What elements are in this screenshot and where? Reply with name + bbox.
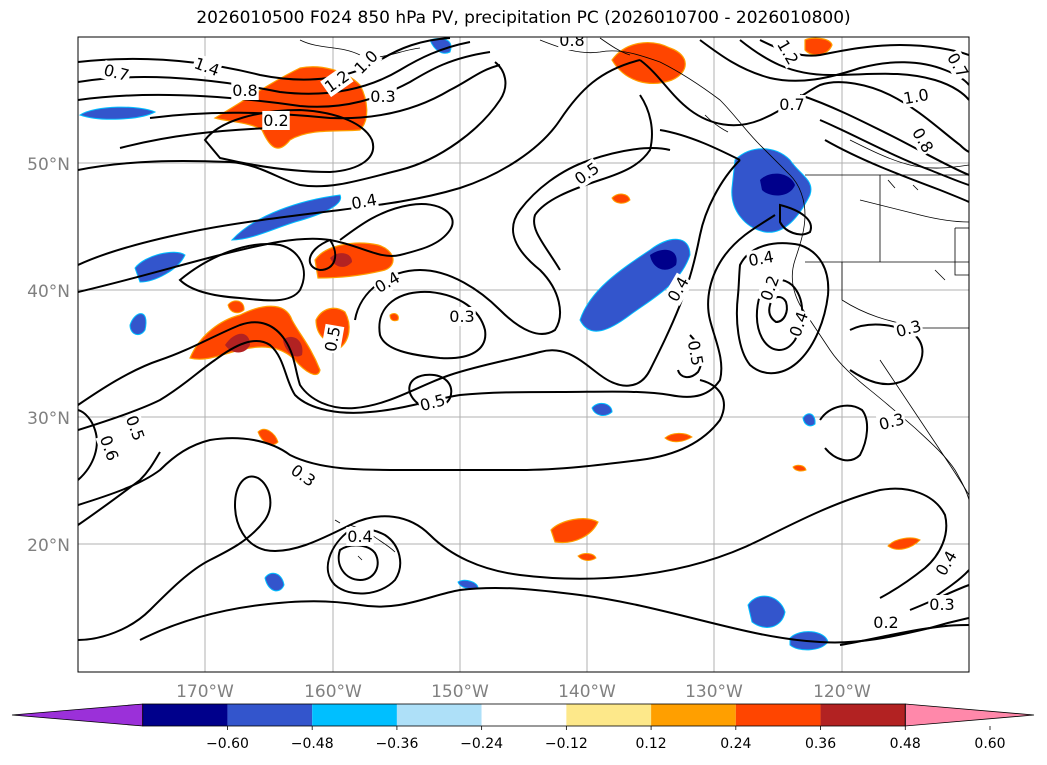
lon-label: 170°W	[176, 682, 234, 702]
colorbar-segment	[227, 704, 313, 726]
contour-label-halo	[100, 59, 133, 86]
contour-label-halo	[190, 53, 224, 81]
contour-label-halo	[570, 157, 604, 190]
map-frame	[77, 36, 970, 673]
lon-label: 150°W	[431, 682, 489, 702]
contour-label-halo	[872, 613, 900, 632]
colorbar-segment	[735, 704, 821, 726]
contour-label-halo	[745, 246, 777, 271]
map-area	[78, 37, 969, 672]
colorbar-segment	[312, 704, 397, 726]
contour-label-halo	[772, 37, 803, 69]
contour-label: 0.3	[929, 595, 954, 614]
contour-label: 0.7	[779, 95, 804, 114]
contour-label: 0.5	[321, 325, 344, 353]
colorbar-segment	[651, 704, 736, 726]
colorbar-segment	[481, 704, 567, 726]
contour-label-halo	[785, 307, 813, 341]
colorbar-segment	[142, 704, 228, 726]
lon-label: 120°W	[813, 682, 871, 702]
contour-label: 0.3	[449, 307, 474, 326]
contour-label-halo	[892, 315, 925, 342]
contour-label-halo	[349, 45, 383, 79]
contour-label-halo	[928, 595, 956, 614]
contour-label-halo	[683, 337, 708, 369]
lat-label: 30°N	[27, 409, 70, 429]
contour-label: 0.2	[873, 613, 898, 632]
contour-label: 0.3	[370, 87, 395, 106]
contour-label-halo	[370, 267, 404, 298]
contour-label: 1.0	[902, 85, 930, 108]
contour-label-halo	[931, 546, 962, 580]
contour-label: 0.2	[263, 111, 288, 130]
colorbar-tick-label: 0.48	[890, 736, 921, 752]
coastlines	[299, 37, 969, 561]
colorbar-extend-low	[11, 703, 144, 727]
contour-label: 0.4	[747, 247, 775, 270]
contour-label: 0.4	[350, 190, 378, 213]
colorbar: −0.60 −0.48 −0.36 −0.24 −0.12 0.12 0.24 0.36 0.4…	[11, 703, 1035, 752]
contour-label-halo	[348, 189, 380, 214]
contour-label-halo	[875, 408, 908, 435]
lon-label: 140°W	[558, 682, 616, 702]
colorbar-segment	[566, 704, 652, 726]
contour-label-halo	[416, 389, 449, 416]
contour-label-halo	[231, 81, 259, 100]
lat-label: 40°N	[27, 282, 70, 302]
contour-label: 0.8	[232, 81, 257, 100]
colorbar-segment	[820, 704, 906, 726]
contour-label-halo	[346, 527, 374, 546]
colorbar-tick-label: −0.12	[545, 736, 588, 752]
contour-label-halo	[756, 271, 784, 305]
contour-label-halo	[262, 111, 290, 130]
lon-label: 130°W	[685, 682, 743, 702]
lon-label: 160°W	[304, 682, 362, 702]
colorbar-segment	[396, 704, 482, 726]
contour-label-halo	[320, 65, 354, 98]
lat-label: 20°N	[27, 536, 70, 556]
contour-label-halo	[448, 307, 476, 326]
colorbar-tick-label: −0.36	[375, 736, 418, 752]
contour-label-halo	[942, 48, 969, 82]
map-title: 2026010500 F024 850 hPa PV, precipitatio…	[196, 8, 851, 28]
contour-label-halo	[121, 411, 149, 445]
lat-label: 50°N	[27, 155, 70, 175]
contour-label-group: 0.7 1.4 0.8 1.2 1.0 0.3 0.2 0.8 0.7 1.2 …	[95, 31, 969, 632]
colorbar-outline	[142, 703, 906, 727]
contour-label-halo	[286, 459, 320, 492]
contour-label-halo	[320, 323, 345, 355]
contour-label-halo	[558, 37, 586, 50]
colorbar-tick-label: 0.24	[720, 736, 751, 752]
colorbar-tick-label: 0.36	[805, 736, 836, 752]
contour-label: 0.4	[347, 527, 372, 546]
contour-label-halo	[369, 87, 397, 106]
contour-label-halo	[95, 431, 123, 465]
contour-label: 0.5	[684, 339, 707, 367]
contour-label-halo	[907, 123, 938, 157]
contour-label: 0.8	[559, 31, 584, 50]
colorbar-tick-label: 0.12	[636, 736, 667, 752]
contour-label-halo	[663, 272, 694, 306]
contour-label-halo	[778, 95, 806, 114]
colorbar-extend-high	[904, 703, 1035, 727]
colorbar-tick-label: −0.60	[206, 736, 249, 752]
colorbar-tick-label: −0.48	[291, 736, 334, 752]
colorbar-tick-label: −0.24	[460, 736, 503, 752]
graticule	[78, 37, 969, 672]
colorbar-tick-label: 0.60	[974, 736, 1005, 752]
contour-label-halo	[900, 84, 932, 109]
